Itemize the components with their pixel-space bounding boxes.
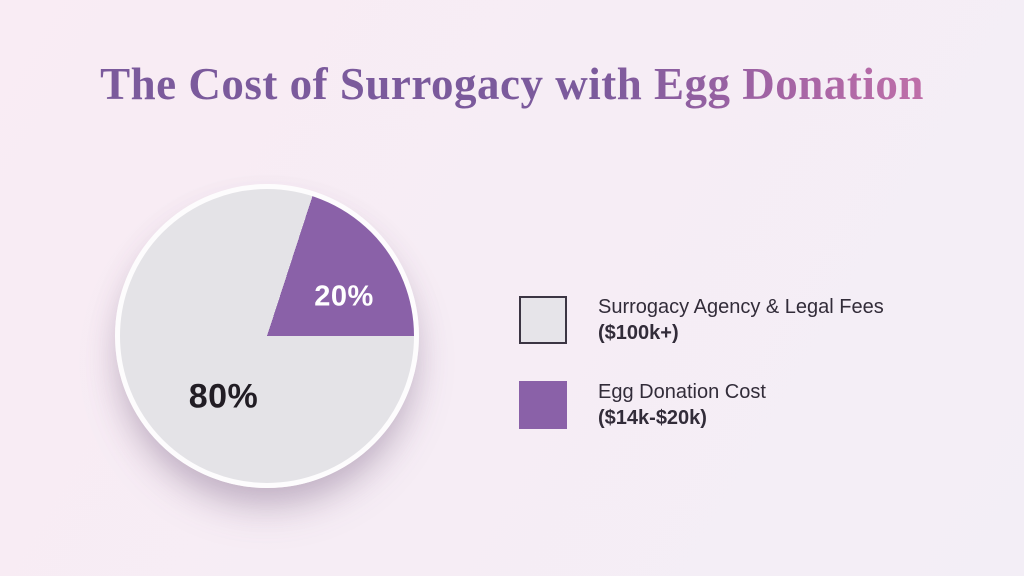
- pie-slice-label-egg-donation: 20%: [314, 280, 374, 313]
- legend-text-egg-donation: Egg Donation Cost ($14k-$20k): [598, 379, 766, 431]
- legend-amount: ($14k-$20k): [598, 407, 707, 429]
- legend-item-surrogacy-fees: Surrogacy Agency & Legal Fees ($100k+): [519, 294, 884, 346]
- pie-slice-label-surrogacy-fees: 80%: [188, 377, 259, 416]
- chart-title: The Cost of Surrogacy with Egg Donation: [0, 58, 1024, 110]
- legend: Surrogacy Agency & Legal Fees ($100k+) E…: [519, 294, 884, 431]
- legend-label: Egg Donation Cost: [598, 381, 766, 403]
- legend-swatch-surrogacy-fees: [519, 296, 567, 344]
- legend-swatch-egg-donation: [519, 381, 567, 429]
- pie-chart: 20% 80%: [115, 184, 419, 488]
- legend-item-egg-donation: Egg Donation Cost ($14k-$20k): [519, 379, 884, 431]
- legend-amount: ($100k+): [598, 322, 679, 344]
- legend-label: Surrogacy Agency & Legal Fees: [598, 296, 884, 318]
- legend-text-surrogacy-fees: Surrogacy Agency & Legal Fees ($100k+): [598, 294, 884, 346]
